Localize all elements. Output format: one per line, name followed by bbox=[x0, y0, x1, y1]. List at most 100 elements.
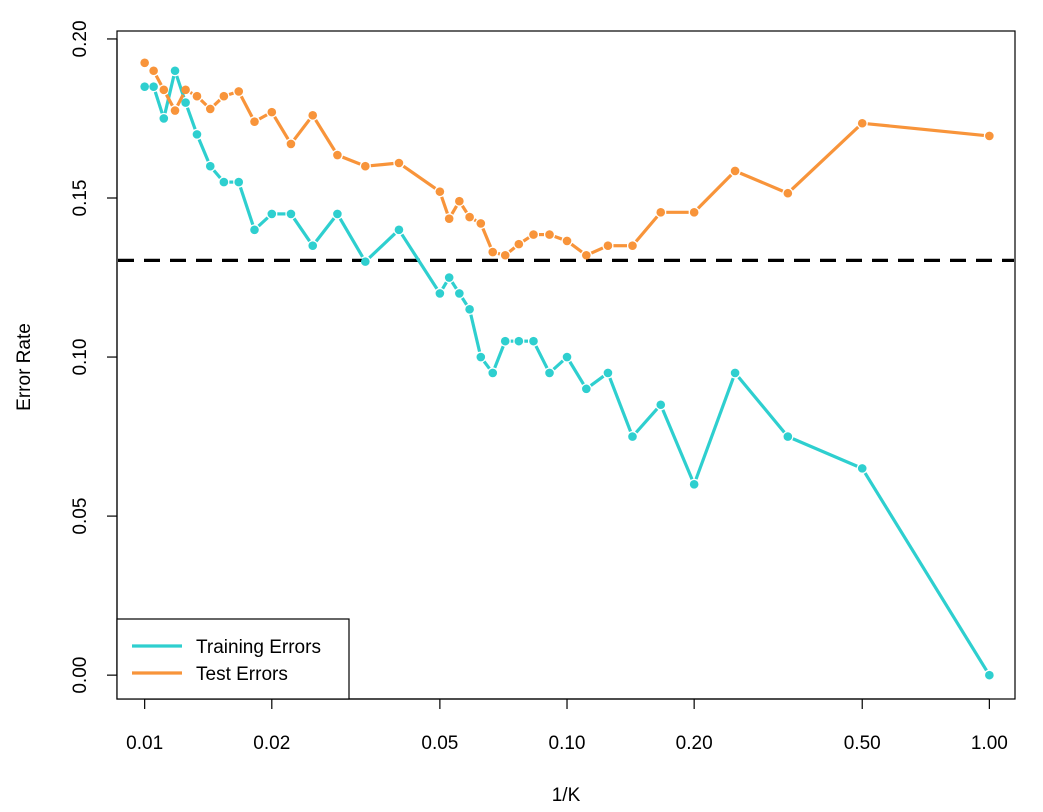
series-segment bbox=[239, 95, 254, 118]
series-segment bbox=[694, 377, 735, 480]
series-segment bbox=[185, 107, 197, 130]
data-point bbox=[308, 110, 318, 120]
data-point bbox=[783, 188, 793, 198]
series-segment bbox=[257, 216, 269, 228]
data-point bbox=[689, 479, 699, 489]
data-point bbox=[514, 239, 524, 249]
data-point bbox=[219, 177, 229, 187]
data-point bbox=[394, 225, 404, 235]
series-segment bbox=[469, 314, 482, 353]
data-point bbox=[333, 150, 342, 160]
data-point bbox=[689, 208, 699, 217]
data-point bbox=[476, 352, 486, 362]
data-point bbox=[656, 400, 666, 410]
data-point bbox=[783, 432, 793, 441]
data-point bbox=[465, 305, 474, 314]
y-tick-label: 0.05 bbox=[70, 498, 91, 535]
data-point bbox=[628, 241, 637, 251]
series-segment bbox=[370, 161, 394, 168]
x-tick-label: 0.01 bbox=[126, 733, 163, 754]
series-segment bbox=[552, 359, 565, 371]
series-segment bbox=[634, 215, 659, 243]
data-point bbox=[488, 368, 498, 378]
data-point bbox=[181, 98, 190, 107]
series-segment bbox=[189, 91, 193, 95]
data-point bbox=[286, 139, 296, 149]
series-test bbox=[140, 58, 994, 260]
data-point bbox=[730, 368, 740, 378]
series-segment bbox=[493, 345, 505, 369]
data-point bbox=[603, 241, 613, 251]
series-segment bbox=[314, 217, 336, 243]
y-tick-label: 0.15 bbox=[70, 180, 91, 217]
series-segment bbox=[292, 217, 311, 243]
series-segment bbox=[440, 196, 449, 214]
data-point bbox=[444, 214, 454, 223]
data-point bbox=[656, 208, 666, 217]
x-tick-label: 0.02 bbox=[253, 733, 290, 754]
data-point bbox=[444, 273, 454, 282]
data-point bbox=[361, 161, 370, 171]
series-segment bbox=[197, 138, 210, 162]
series-segment bbox=[482, 360, 491, 370]
data-point bbox=[455, 196, 464, 206]
series-layer bbox=[140, 58, 994, 680]
data-point bbox=[250, 225, 259, 235]
legend-label-test: Test Errors bbox=[196, 664, 288, 685]
data-point bbox=[159, 85, 169, 95]
series-segment bbox=[522, 236, 530, 243]
data-point bbox=[529, 230, 538, 239]
plot-frame bbox=[116, 30, 1016, 700]
series-segment bbox=[481, 227, 493, 248]
data-point bbox=[149, 82, 158, 91]
series-segment bbox=[568, 360, 585, 385]
data-point bbox=[205, 104, 215, 114]
data-point bbox=[140, 58, 149, 68]
series-segment bbox=[790, 125, 860, 191]
series-segment bbox=[867, 122, 985, 138]
data-point bbox=[730, 166, 740, 176]
series-segment bbox=[661, 409, 694, 480]
data-point bbox=[857, 464, 867, 473]
series-segment bbox=[460, 204, 468, 214]
y-tick-label: 0.20 bbox=[70, 20, 91, 57]
series-training bbox=[140, 66, 994, 680]
data-point bbox=[250, 117, 259, 126]
series-segment bbox=[165, 93, 174, 107]
series-segment bbox=[368, 232, 397, 260]
series-segment bbox=[163, 75, 176, 114]
series-segment bbox=[590, 246, 604, 255]
data-point bbox=[529, 336, 538, 346]
series-segment bbox=[314, 119, 336, 152]
series-segment bbox=[213, 98, 221, 107]
series-segment bbox=[258, 113, 268, 121]
series-segment bbox=[863, 472, 988, 672]
data-point bbox=[435, 289, 445, 298]
series-segment bbox=[737, 376, 786, 434]
series-segment bbox=[739, 171, 784, 193]
legend-label-training: Training Errors bbox=[196, 637, 321, 658]
y-tick-label: 0.10 bbox=[70, 339, 91, 376]
series-segment bbox=[554, 234, 563, 241]
x-tick-label: 0.20 bbox=[676, 733, 713, 754]
data-point bbox=[140, 82, 149, 91]
data-point bbox=[234, 87, 244, 96]
series-segment bbox=[228, 91, 234, 97]
data-point bbox=[149, 66, 158, 76]
series-segment bbox=[400, 233, 439, 290]
series-segment bbox=[238, 186, 255, 226]
data-point bbox=[628, 432, 637, 441]
data-point bbox=[582, 384, 591, 394]
data-point bbox=[545, 230, 554, 239]
series-segment bbox=[589, 374, 605, 387]
y-axis: 0.00 0.05 0.10 0.15 0.20 bbox=[70, 20, 118, 694]
series-segment bbox=[212, 169, 222, 179]
series-segment bbox=[293, 118, 311, 141]
data-point bbox=[465, 212, 474, 222]
data-point bbox=[582, 250, 591, 260]
data-point bbox=[500, 250, 510, 260]
series-segment bbox=[402, 164, 437, 190]
y-axis-title: Error Rate bbox=[14, 323, 35, 411]
series-segment bbox=[450, 281, 458, 290]
